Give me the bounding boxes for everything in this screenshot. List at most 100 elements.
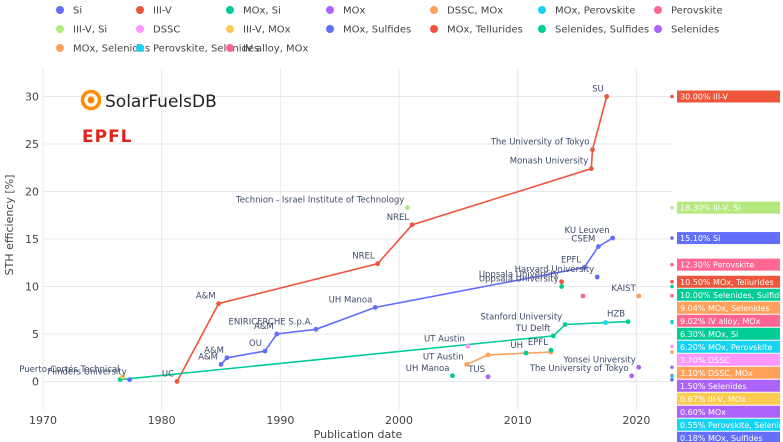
right-label-box (677, 301, 780, 314)
data-point[interactable] (450, 373, 455, 379)
right-side-labels: 30.00% III-V 18.30% III-V, Si 15.10% Si 12.… (670, 90, 783, 442)
data-point[interactable] (636, 364, 642, 370)
data-point[interactable] (218, 362, 224, 367)
data-point[interactable] (636, 293, 642, 299)
legend-item-mox-tellurides[interactable]: MOx, Tellurides (430, 25, 523, 36)
data-point[interactable] (375, 261, 381, 267)
data-point[interactable] (588, 166, 594, 172)
data-point[interactable] (625, 319, 631, 325)
data-point[interactable] (485, 352, 491, 358)
point-label: Yonsei University (563, 355, 636, 365)
epfl-logo: EPFL (82, 127, 133, 147)
right-label-text: 0.67% III-V, MOx (680, 395, 746, 404)
right-label-text: 0.55% Perovskite, Selenides (680, 421, 783, 430)
right-label-text: 30.00% III-V (680, 93, 729, 102)
y-tick-label: 0 (32, 376, 39, 389)
data-point[interactable] (559, 284, 565, 289)
grid-lines (42, 68, 672, 410)
x-axis-label: Publication date (314, 428, 403, 441)
data-point[interactable] (610, 235, 616, 241)
legend-item-mox-sulfides[interactable]: MOx, Sulfides (326, 25, 411, 36)
right-label-box (677, 327, 780, 340)
right-label-1-50-selenides: 1.50% Selenides (670, 365, 780, 392)
legend-item-mox[interactable]: MOx (326, 6, 365, 17)
data-point[interactable] (262, 348, 268, 354)
data-point[interactable] (581, 265, 587, 270)
point-label: Technion - Israel Institute of Technolog… (235, 196, 404, 206)
data-point[interactable] (120, 374, 125, 380)
point-label: ENIRICERCHE S.p.A. (229, 317, 313, 327)
data-point[interactable] (409, 222, 415, 228)
legend-marker (226, 25, 234, 33)
data-point[interactable] (485, 374, 491, 380)
data-point[interactable] (372, 305, 378, 310)
legend-marker (136, 25, 144, 33)
axes: 0 5 10 15 20 25 30 1970 1980 1990 2000 2010 2020 (25, 91, 650, 428)
legend-item-iii-v[interactable]: III-V (136, 6, 172, 17)
data-point[interactable] (562, 322, 568, 327)
right-label-9-02-iv-alloy-mox: 9.02% IV alloy, MOx (670, 294, 780, 327)
solarfuelsdb-logo: SolarFuelsDB (80, 89, 217, 112)
point-label: OU (249, 339, 262, 349)
data-point[interactable] (224, 355, 230, 361)
legend-item-iv-alloy-mox[interactable]: IV alloy, MOx (226, 44, 309, 55)
data-point[interactable] (629, 373, 635, 379)
data-point[interactable] (580, 293, 586, 299)
right-label-0-18-mox-sulfides: 0.18% MOx, Sulfides (670, 377, 780, 442)
right-label-text: 0.18% MOx, Sulfides (680, 434, 763, 442)
data-point[interactable] (465, 343, 471, 349)
data-point[interactable] (548, 347, 554, 353)
data-point[interactable] (464, 362, 470, 367)
data-point[interactable] (603, 320, 608, 325)
right-label-text: 18.30% III-V, Si (680, 204, 740, 213)
legend-label: III-V (153, 6, 172, 17)
legend-item-iii-v-si[interactable]: III-V, Si (56, 25, 107, 36)
legend-item-dssc[interactable]: DSSC (136, 25, 180, 36)
data-point[interactable] (590, 147, 595, 153)
x-tick-label: 2000 (385, 414, 413, 427)
point-label: The University of Tokyo (529, 364, 629, 374)
data-point[interactable] (404, 205, 410, 211)
right-label-0-55-perovskite-selenides: 0.55% Perovskite, Selenides (670, 374, 783, 431)
data-point[interactable] (274, 331, 280, 337)
right-label-box (677, 232, 780, 245)
legend-item-selenides[interactable]: Selenides (654, 25, 719, 36)
data-point[interactable] (313, 326, 319, 332)
right-label-marker (670, 236, 674, 240)
point-label: Flinders University (47, 368, 126, 378)
legend-label: III-V, Si (73, 25, 107, 36)
chart-legend[interactable]: Si III-V MOx, Si MOx DSSC, MOx MOx, Perovskit… (56, 6, 723, 55)
data-point[interactable] (216, 301, 222, 306)
data-point[interactable] (559, 279, 565, 285)
data-point[interactable] (127, 377, 133, 382)
data-point[interactable] (523, 350, 529, 356)
y-tick-label: 20 (25, 186, 39, 199)
legend-label: MOx, Si (243, 6, 281, 17)
point-label: KAIST (611, 284, 636, 294)
legend-item-mox-perovskite[interactable]: MOx, Perovskite (538, 6, 635, 17)
data-markers[interactable] (117, 94, 642, 384)
right-label-3-10-dssc-mox: 3.10% DSSC, MOx (670, 350, 780, 379)
data-point[interactable] (550, 333, 556, 339)
legend-item-perovskite-selenides[interactable]: Perovskite, Selenides (136, 44, 259, 55)
data-point[interactable] (594, 274, 600, 280)
data-point[interactable] (596, 244, 601, 250)
y-axis-label: STH efficiency [%] (3, 175, 16, 276)
right-label-text: 3.10% DSSC, MOx (680, 369, 753, 378)
right-label-box (677, 258, 780, 271)
legend-item-si[interactable]: Si (56, 6, 82, 17)
legend-item-mox-selenides[interactable]: MOx, Selenides (56, 44, 150, 55)
point-label: A&M (196, 292, 216, 302)
legend-item-dssc-mox[interactable]: DSSC, MOx (430, 6, 503, 17)
right-label-text: 10.50% MOx, Tellurides (680, 278, 774, 287)
legend-item-iii-v-mox[interactable]: III-V, MOx (226, 25, 291, 36)
right-label-text: 9.02% IV alloy, MOx (680, 317, 761, 326)
legend-item-selenides-sulfides[interactable]: Selenides, Sulfides (538, 25, 649, 36)
data-point[interactable] (174, 379, 180, 384)
right-label-text: 12.30% Perovskite (680, 261, 754, 270)
legend-item-mox-si[interactable]: MOx, Si (226, 6, 281, 17)
data-point[interactable] (604, 94, 610, 99)
right-label-10-00-selenides-sulfides: 10.00% Selenides, Sulfides (670, 284, 783, 301)
legend-item-perovskite[interactable]: Perovskite (654, 6, 723, 17)
legend-marker (136, 44, 144, 52)
